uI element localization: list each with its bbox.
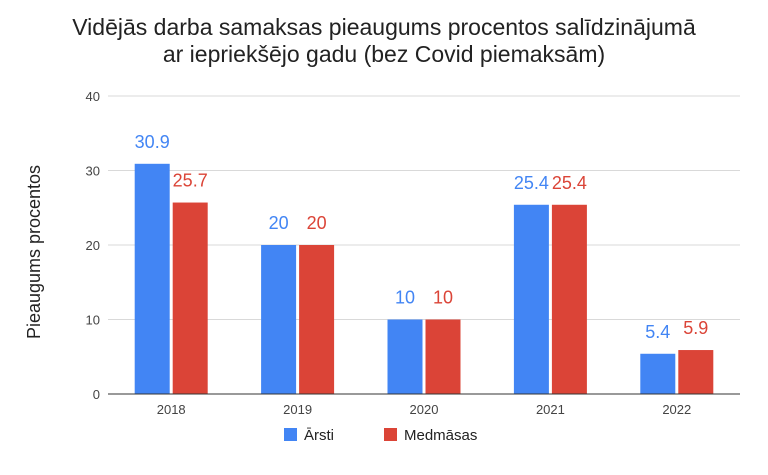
y-tick-label: 0 bbox=[93, 387, 100, 402]
bar-medmāsas-2022[interactable] bbox=[678, 350, 714, 394]
bar-medmāsas-2018[interactable] bbox=[172, 202, 208, 394]
chart-title-line-2: ar iepriekšējo gadu (bez Covid piemaksām… bbox=[162, 41, 606, 67]
y-axis-label: Pieaugums procentos bbox=[24, 165, 44, 339]
data-label: 20 bbox=[307, 213, 327, 233]
bar-medmāsas-2019[interactable] bbox=[299, 245, 335, 394]
data-label: 5.9 bbox=[683, 318, 708, 338]
y-tick-label: 30 bbox=[86, 164, 100, 179]
bar-ārsti-2019[interactable] bbox=[261, 245, 297, 394]
data-label: 10 bbox=[433, 288, 453, 308]
legend-item-label[interactable]: Ārsti bbox=[304, 427, 334, 444]
legend-item-label[interactable]: Medmāsas bbox=[404, 427, 477, 444]
legend-swatch bbox=[384, 428, 397, 441]
data-label: 25.4 bbox=[552, 173, 587, 193]
bar-ārsti-2021[interactable] bbox=[513, 204, 549, 394]
y-tick-label: 20 bbox=[86, 238, 100, 253]
bar-medmāsas-2020[interactable] bbox=[425, 319, 461, 395]
x-tick-label: 2019 bbox=[283, 402, 312, 417]
x-tick-label: 2020 bbox=[410, 402, 439, 417]
data-label: 25.7 bbox=[173, 171, 208, 191]
chart-title: Vidējās darba samaksas pieaugums procent… bbox=[0, 14, 768, 68]
gridlines bbox=[108, 95, 740, 320]
x-tick-label: 2021 bbox=[536, 402, 565, 417]
data-label: 25.4 bbox=[514, 173, 549, 193]
x-tick-label: 2018 bbox=[157, 402, 186, 417]
bar-ārsti-2022[interactable] bbox=[640, 353, 676, 394]
data-label: 10 bbox=[395, 288, 415, 308]
data-labels: 30.925.7 20 20 10 10 25.4 25.4 5.4 5.9 bbox=[135, 132, 709, 342]
bar-ārsti-2020[interactable] bbox=[387, 319, 423, 395]
x-tick-label: 2022 bbox=[662, 402, 691, 417]
y-tick-label: 10 bbox=[86, 313, 100, 328]
chart-title-line-1: Vidējās darba samaksas pieaugums procent… bbox=[72, 14, 696, 40]
legend[interactable]: Ārsti Medmāsas bbox=[284, 427, 477, 444]
bar-medmāsas-2021[interactable] bbox=[551, 204, 587, 394]
bars bbox=[134, 163, 714, 395]
data-label: 20 bbox=[269, 213, 289, 233]
y-tick-label: 40 bbox=[86, 89, 100, 104]
data-label: 30.9 bbox=[135, 132, 170, 152]
data-label: 5.4 bbox=[645, 322, 670, 342]
legend-swatch bbox=[284, 428, 297, 441]
bar-ārsti-2018[interactable] bbox=[134, 163, 170, 394]
